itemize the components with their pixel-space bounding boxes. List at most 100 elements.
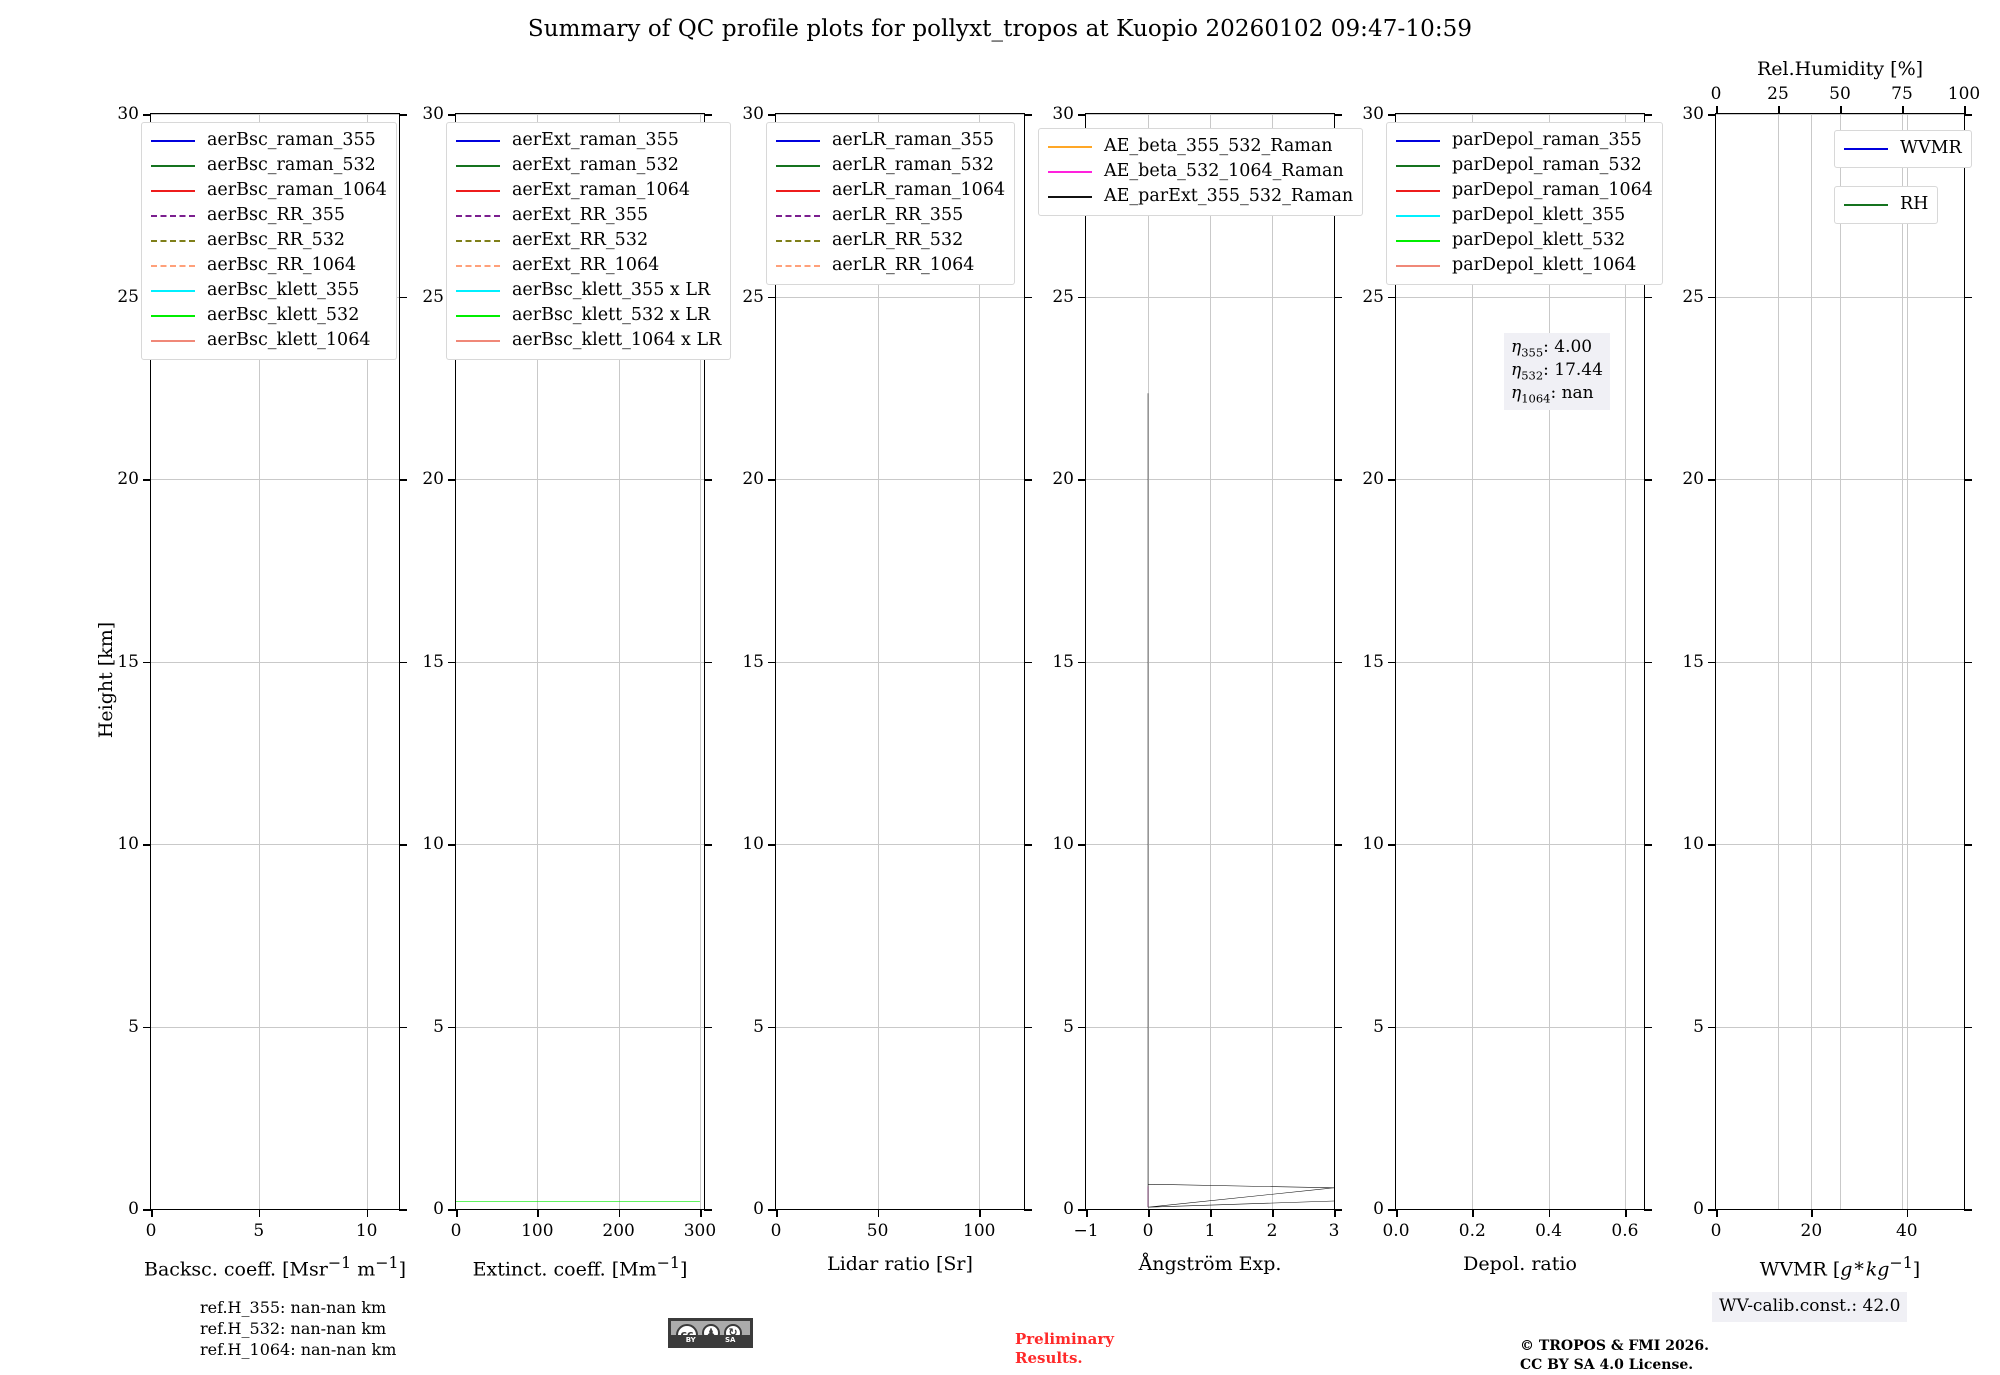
x-tick [366,1209,369,1217]
legend-swatch-icon [776,139,820,142]
y-tick [1024,114,1032,116]
legend-label: aerBsc_RR_355 [207,204,346,225]
y-tick-label: 25 [422,286,444,307]
legend-entry: aerExt_RR_1064 [456,253,721,278]
legend-rh[interactable]: RH [1834,186,1939,224]
y-tick [704,1026,712,1029]
top-x-gridline [1778,114,1779,1209]
x-tick [1334,1209,1336,1217]
legend-swatch-icon [456,314,500,317]
y-tick [1644,479,1652,481]
y-tick [143,479,151,481]
legend-entry: aerBsc_klett_532 [151,303,387,328]
y-tick-label: 25 [742,286,764,307]
y-tick-label: 10 [1682,834,1704,854]
legend-depolarization[interactable]: parDepol_raman_355 parDepol_raman_532 parD… [1386,122,1663,285]
legend-swatch-icon [776,189,820,192]
y-gridline [151,479,399,480]
legend-swatch-icon [456,339,500,342]
y-tick [1024,479,1032,481]
legend-wvmr[interactable]: WVMR [1834,130,1972,168]
legend-swatch-icon [776,239,820,242]
y-gridline [151,1026,399,1028]
y-gridline [1396,296,1644,298]
y-tick-label: 20 [1682,469,1704,489]
y-tick [768,1209,776,1211]
y-gridline [151,844,399,845]
y-tick-label: 10 [117,834,139,854]
y-tick [448,1209,456,1211]
top-x-tick-label: 0 [1710,84,1722,104]
y-tick-label: 0 [1373,1199,1384,1219]
x-gridline [979,114,981,1209]
legend-label: aerBsc_klett_355 x LR [512,279,711,300]
y-tick [143,844,151,846]
x-tick-label: 1 [1204,1221,1216,1241]
legend-entry: aerLR_raman_1064 [776,178,1005,203]
x-tick-label: 100 [963,1221,996,1241]
y-tick [1388,1026,1396,1029]
legend-swatch-icon [456,239,500,242]
legend-swatch-icon [151,164,195,167]
x-gridline [618,114,620,1209]
top-x-tick [1778,106,1780,114]
y-tick-label: 15 [1052,651,1074,672]
y-tick [1708,661,1716,664]
top-x-tick [1716,106,1718,114]
y-tick-label: 0 [1063,1199,1074,1219]
y-tick-label: 0 [1693,1199,1704,1219]
x-gridline [1272,114,1273,1209]
x-gridline [1624,114,1626,1209]
y-tick [399,1026,407,1029]
y-tick [1334,114,1342,116]
y-tick-label: 15 [742,651,764,672]
x-axis-title-wvmr-rh: WVMR [g * kg−1] [1759,1253,1921,1281]
y-tick-label: 15 [1682,651,1704,672]
y-tick [399,844,407,846]
y-gridline [776,661,1024,663]
legend-swatch-icon [1396,189,1440,192]
y-gridline [776,844,1024,845]
y-gridline [456,479,704,480]
legend-lidar-ratio[interactable]: aerLR_raman_355 aerLR_raman_532 aerLR_rama… [766,122,1016,285]
y-gridline [776,114,1024,115]
y-tick [1708,479,1716,481]
y-gridline [151,661,399,663]
legend-angstrom[interactable]: AE_beta_355_532_Raman AE_beta_532_1064_Ra… [1038,128,1364,216]
y-tick-label: 15 [117,651,139,672]
x-tick-label: 5 [253,1221,265,1241]
y-tick-label: 10 [742,834,764,854]
x-gridline [258,114,260,1209]
legend-label: AE_parExt_355_532_Raman [1104,185,1354,206]
top-x-tick [1840,106,1842,114]
legend-entry: parDepol_klett_532 [1396,228,1653,253]
legend-label: RH [1900,193,1929,214]
y-tick [1024,844,1032,846]
x-tick-label: 0.0 [1382,1221,1410,1241]
x-gridline [1548,114,1550,1209]
legend-entry: aerLR_raman_355 [776,128,1005,153]
y-tick [704,1209,712,1211]
legend-backscatter[interactable]: aerBsc_raman_355 aerBsc_raman_532 aerBsc_r… [141,122,397,360]
x-tick-label: 300 [683,1221,717,1241]
x-gridline [1906,114,1908,1209]
y-tick [399,114,407,116]
y-tick [1708,1209,1716,1211]
y-tick [143,114,151,116]
legend-swatch-icon [151,289,195,292]
legend-entry: aerBsc_klett_355 x LR [456,278,721,303]
x-gridline [1148,114,1149,1209]
y-tick [1644,114,1652,116]
top-x-tick-label: 75 [1891,84,1913,104]
legend-swatch-icon [151,189,195,192]
legend-entry: aerExt_raman_532 [456,153,721,178]
y-gridline [151,114,399,115]
legend-swatch-icon [151,264,195,267]
y-gridline [456,844,704,845]
legend-swatch-icon [1396,264,1440,267]
legend-extinction[interactable]: aerExt_raman_355 aerExt_raman_532 aerExt_r… [446,122,732,360]
y-tick-label: 0 [128,1199,139,1219]
legend-entry: aerLR_raman_532 [776,153,1005,178]
legend-entry: aerBsc_klett_355 [151,278,387,303]
